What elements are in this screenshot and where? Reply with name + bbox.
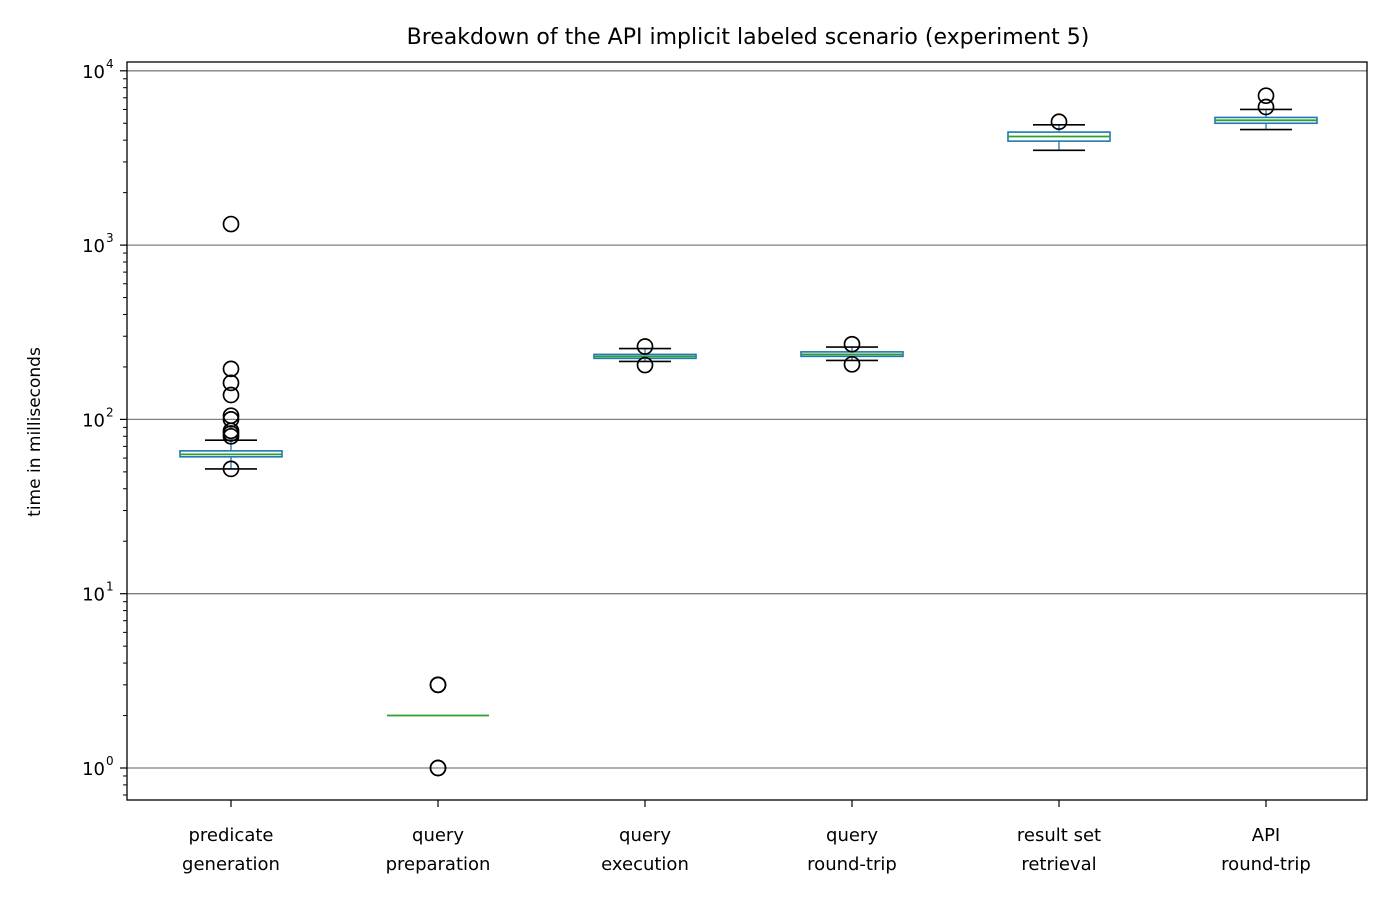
y-tick-base-1: 10: [82, 585, 105, 606]
box-group-1: [387, 676, 489, 777]
x-tick-label-3-1: round-trip: [807, 854, 897, 875]
x-tick-label-0-0: predicate: [189, 825, 274, 846]
y-tick-label-0: 10: [82, 759, 105, 780]
box-group-4: [1007, 113, 1111, 152]
y-tick-exponent-2: 2: [106, 405, 114, 419]
y-tick-base-2: 10: [82, 410, 105, 431]
plot-area-frame: [126, 61, 1368, 801]
x-tick-label-5-1: round-trip: [1221, 854, 1311, 875]
outlier-2-1: [636, 338, 654, 355]
chart-title: Breakdown of the API implicit labeled sc…: [407, 25, 1090, 50]
outlier-4-0: [1050, 113, 1068, 131]
box-group-3: [800, 335, 904, 373]
x-axis-ticks: predicate generation query preparation query…: [182, 800, 1311, 875]
outlier-1-1: [429, 759, 447, 777]
outlier-5-1: [1257, 87, 1275, 105]
x-tick-label-2-0: query: [619, 825, 671, 846]
y-tick-label-3: 10: [82, 236, 105, 257]
box-group-2: [593, 338, 697, 374]
outlier-0-9: [222, 215, 240, 233]
x-tick-label-0-1: generation: [182, 854, 280, 875]
minor-ticks: [123, 78, 127, 796]
y-tick-exponent-0: 0: [106, 754, 114, 768]
outlier-0-5: [222, 407, 240, 425]
y-tick-base-0: 10: [82, 759, 105, 780]
boxes: [179, 87, 1318, 777]
y-axis-label: time in milliseconds: [25, 347, 45, 517]
outlier-0-4: [222, 411, 240, 428]
y-tick-exponent-1: 1: [106, 580, 114, 594]
y-tick-label-2: 10: [82, 410, 105, 431]
box-group-5: [1214, 87, 1318, 131]
outlier-3-1: [843, 335, 861, 353]
box-group-0: [179, 215, 283, 478]
outlier-5-0: [1257, 98, 1275, 116]
y-tick-label-4: 10: [82, 62, 105, 83]
outlier-2-0: [636, 356, 654, 374]
grid-lines: [127, 70, 1367, 769]
outlier-0-8: [222, 360, 240, 378]
y-tick-base-3: 10: [82, 236, 105, 257]
x-tick-label-4-1: retrieval: [1021, 854, 1096, 875]
y-tick-exponent-3: 3: [106, 231, 114, 245]
x-tick-label-2-1: execution: [601, 854, 689, 875]
x-tick-label-1-0: query: [412, 825, 464, 846]
outlier-3-0: [843, 355, 861, 373]
x-tick-label-3-0: query: [826, 825, 878, 846]
outlier-0-0: [222, 460, 240, 478]
outlier-0-7: [222, 374, 240, 392]
x-tick-label-1-1: preparation: [386, 854, 491, 875]
y-tick-exponent-4: 4: [106, 57, 114, 71]
y-tick-label-1: 10: [82, 585, 105, 606]
x-tick-label-5-0: API: [1252, 825, 1280, 846]
outlier-0-6: [222, 386, 240, 404]
x-tick-label-4-0: result set: [1017, 825, 1101, 846]
y-tick-base-4: 10: [82, 62, 105, 83]
outlier-1-3: [429, 676, 447, 694]
